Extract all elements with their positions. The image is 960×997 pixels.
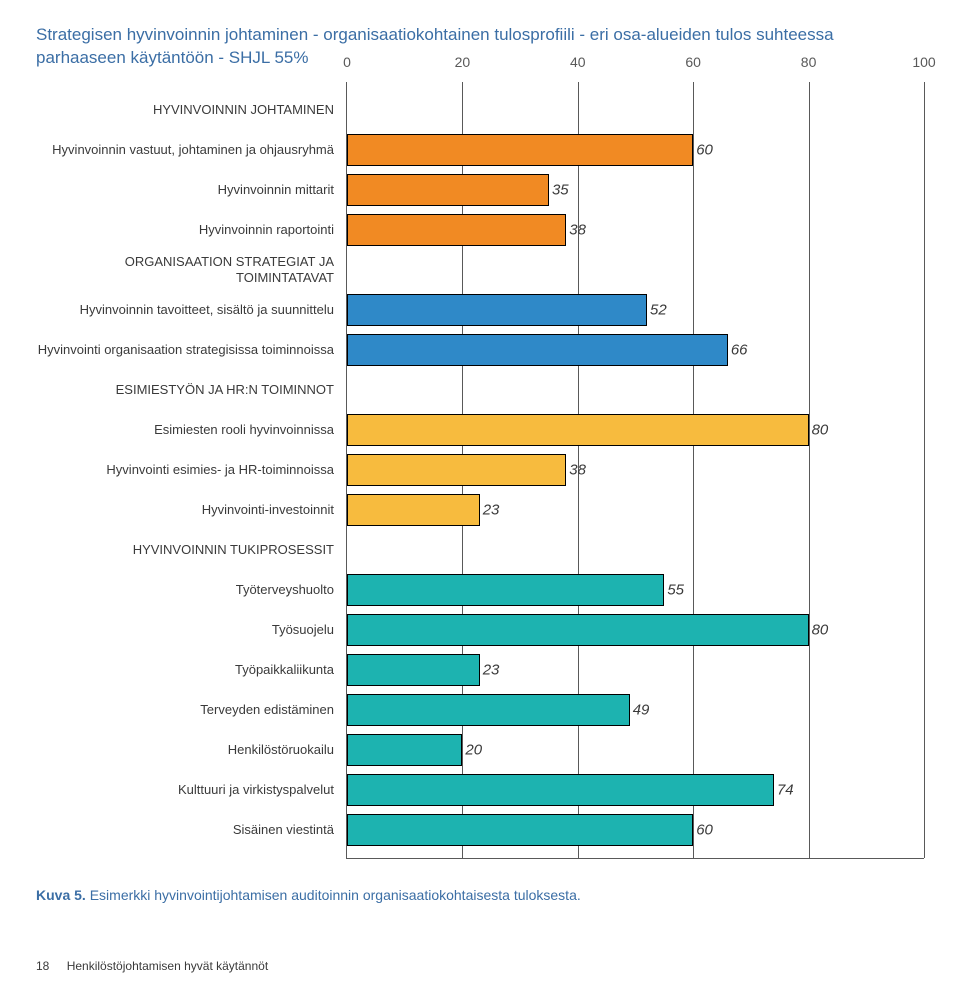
bar-track: 49 [347,690,924,730]
doc-title: Henkilöstöjohtamisen hyvät käytännöt [67,959,268,973]
bar: 35 [347,174,549,206]
chart-area: 020406080100 603538526680382355802349207… [36,82,924,859]
bar-track: 23 [347,650,924,690]
caption-text: Esimerkki hyvinvointijohtamisen auditoin… [86,887,581,903]
bar-track [347,530,924,570]
figure-caption: Kuva 5. Esimerkki hyvinvointijohtamisen … [36,887,924,903]
bar-track [347,370,924,410]
bar-track: 60 [347,810,924,850]
x-tick: 100 [912,54,935,70]
bar: 80 [347,614,809,646]
section-header: HYVINVOINNIN JOHTAMINEN [36,102,346,118]
bar: 60 [347,814,693,846]
section-header: ORGANISAATION STRATEGIAT JA TOIMINTATAVA… [36,254,346,285]
bar: 80 [347,414,809,446]
bar-track: 74 [347,770,924,810]
bar-rows: 60 35 38 52 66 80 38 23 55 80 23 49 20 74 60 [347,82,924,858]
bar-track: 66 [347,330,924,370]
bar-value: 20 [465,741,491,758]
bar-value: 60 [696,141,722,158]
section-header: ESIMIESTYÖN JA HR:N TOIMINNOT [36,382,346,398]
bar-value: 60 [696,821,722,838]
bar-track: 80 [347,410,924,450]
bar-label: Esimiesten rooli hyvinvoinnissa [36,422,346,438]
bar-label: Hyvinvointi organisaation strategisissa … [36,342,346,358]
bar-label: Työpaikkaliikunta [36,662,346,678]
bar: 74 [347,774,774,806]
bar-label: Hyvinvointi esimies- ja HR-toiminnoissa [36,462,346,478]
bar-value: 38 [569,221,595,238]
x-axis-ticks: 020406080100 [347,54,924,74]
bar: 49 [347,694,630,726]
bar-track: 38 [347,450,924,490]
bar-track: 80 [347,610,924,650]
bar-value: 49 [633,701,659,718]
bar-label: Hyvinvoinnin tavoitteet, sisältö ja suun… [36,302,346,318]
bar-label: Henkilöstöruokailu [36,742,346,758]
plot-area: 020406080100 603538526680382355802349207… [346,82,924,859]
x-tick: 0 [343,54,351,70]
bar-label: Työsuojelu [36,622,346,638]
bar-label: Terveyden edistäminen [36,702,346,718]
bar-value: 35 [552,181,578,198]
bar-track: 35 [347,170,924,210]
bar-value: 74 [777,781,803,798]
x-tick: 60 [685,54,701,70]
bar-value: 80 [812,621,838,638]
bar-label: Kulttuuri ja virkistyspalvelut [36,782,346,798]
bar-track: 23 [347,490,924,530]
bar-label: Työterveyshuolto [36,582,346,598]
bar: 38 [347,214,566,246]
bar-value: 38 [569,461,595,478]
bar-track [347,250,924,290]
bar-value: 55 [667,581,693,598]
bar: 20 [347,734,462,766]
bar-track: 60 [347,130,924,170]
bar-track: 38 [347,210,924,250]
bar: 66 [347,334,728,366]
bar-label: Hyvinvointi-investoinnit [36,502,346,518]
bar-value: 23 [483,661,509,678]
bar-label: Hyvinvoinnin mittarit [36,182,346,198]
bar: 38 [347,454,566,486]
label-rows: HYVINVOINNIN JOHTAMINEN Hyvinvoinnin vast… [36,82,346,859]
bar: 23 [347,494,480,526]
bar: 60 [347,134,693,166]
page-footer: 18 Henkilöstöjohtamisen hyvät käytännöt [36,959,924,973]
page-number: 18 [36,959,49,973]
bar: 23 [347,654,480,686]
bar-value: 52 [650,301,676,318]
x-tick: 20 [455,54,471,70]
bar-value: 66 [731,341,757,358]
bar: 55 [347,574,664,606]
bar-track: 20 [347,730,924,770]
bar-value: 80 [812,421,838,438]
gridline [924,82,925,858]
bar: 52 [347,294,647,326]
bar-track [347,90,924,130]
caption-bold: Kuva 5. [36,887,86,903]
bar-value: 23 [483,501,509,518]
x-tick: 40 [570,54,586,70]
x-tick: 80 [801,54,817,70]
bar-track: 52 [347,290,924,330]
bar-label: Hyvinvoinnin vastuut, johtaminen ja ohja… [36,142,346,158]
section-header: HYVINVOINNIN TUKIPROSESSIT [36,542,346,558]
bar-track: 55 [347,570,924,610]
bar-label: Hyvinvoinnin raportointi [36,222,346,238]
bar-label: Sisäinen viestintä [36,822,346,838]
